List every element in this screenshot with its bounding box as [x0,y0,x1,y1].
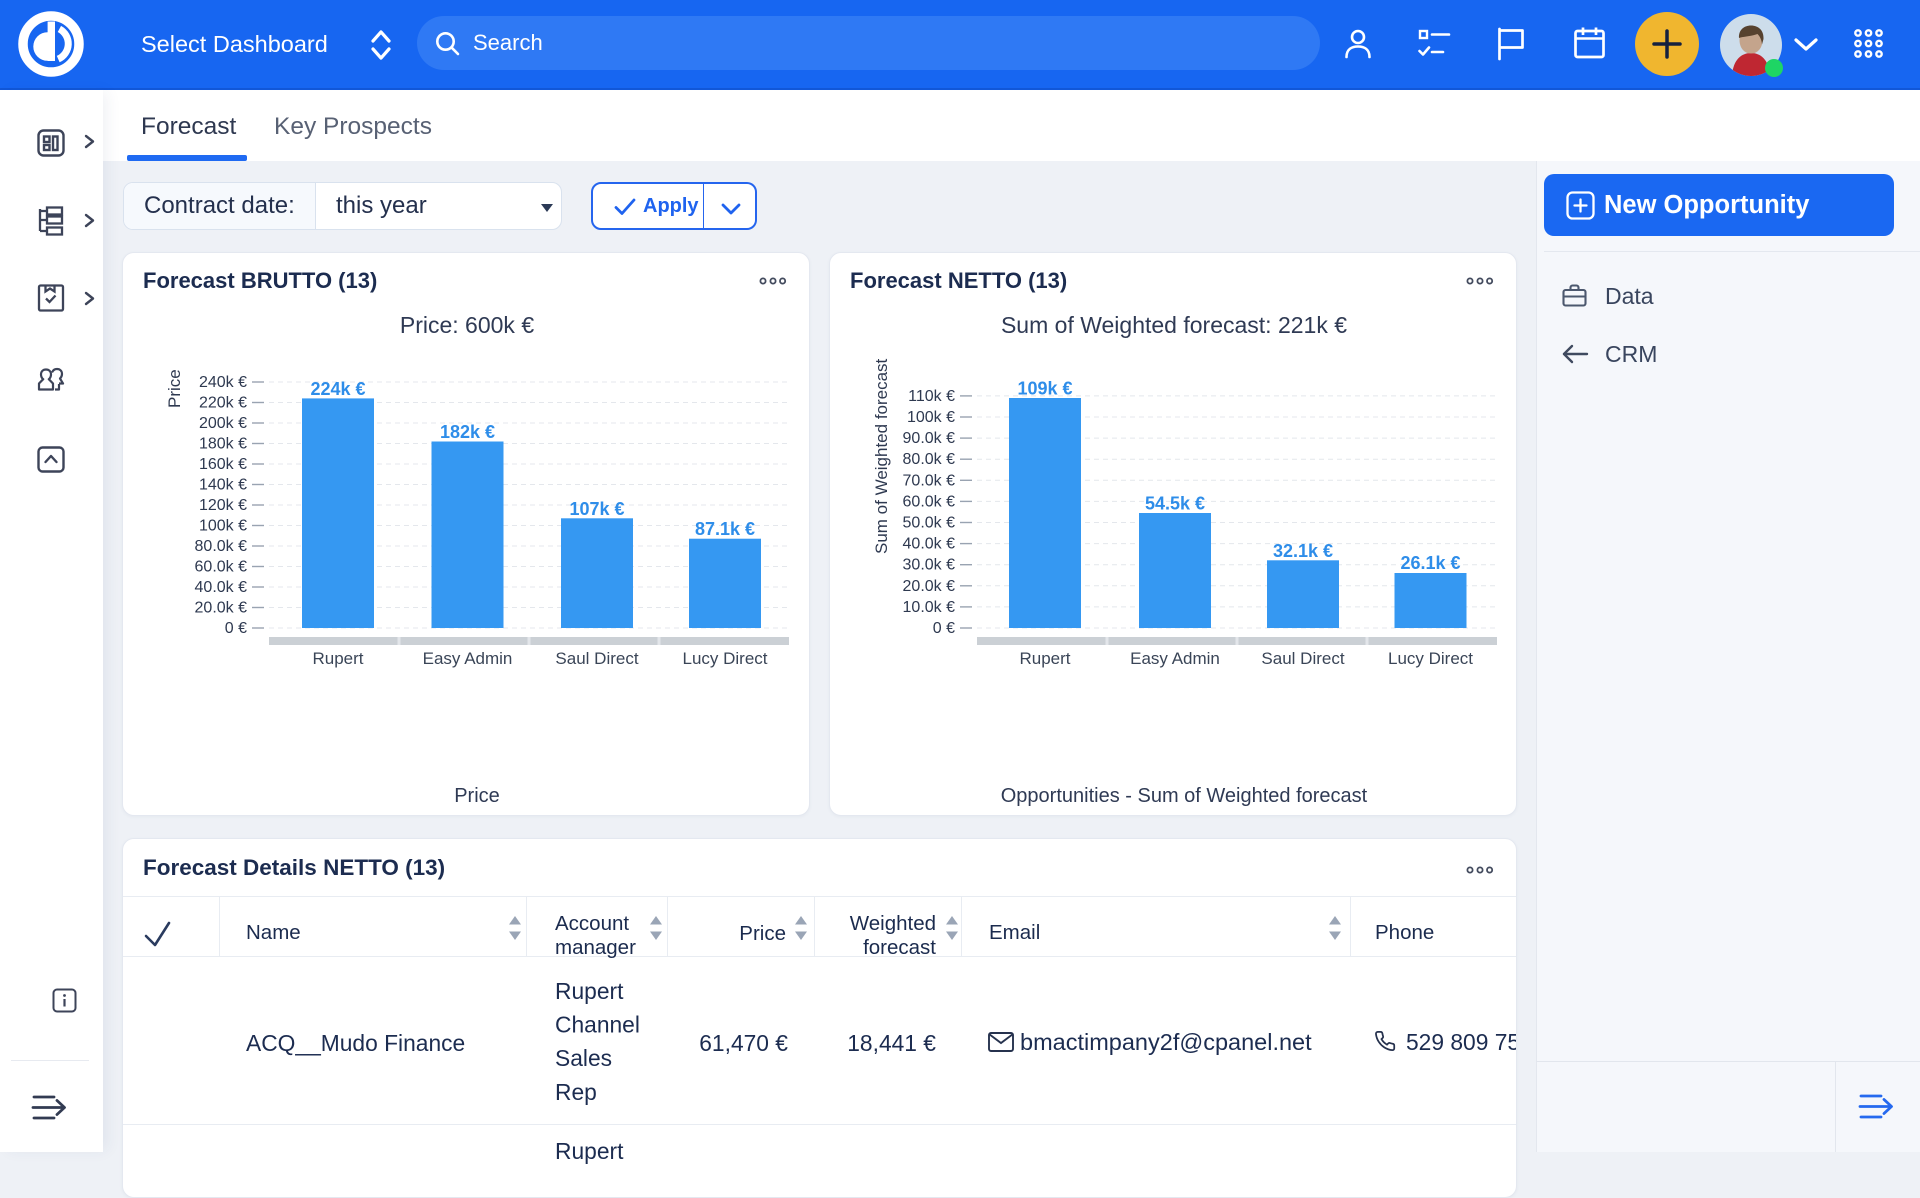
svg-text:60.0k €: 60.0k € [903,493,956,510]
svg-text:182k €: 182k € [440,422,495,442]
svg-text:18,441 €: 18,441 € [847,1030,936,1056]
svg-text:Name: Name [246,921,301,944]
svg-text:Saul Direct: Saul Direct [555,649,638,668]
svg-text:32.1k €: 32.1k € [1273,541,1333,561]
svg-text:10.0k €: 10.0k € [903,599,956,616]
svg-text:160k €: 160k € [199,456,247,473]
svg-text:50.0k €: 50.0k € [903,515,956,532]
svg-text:529 809 757 33: 529 809 757 33 [1406,1029,1516,1055]
svg-text:Lucy Direct: Lucy Direct [1388,649,1473,668]
svg-text:Rupert: Rupert [555,978,624,1004]
svg-text:Forecast Details NETTO (13): Forecast Details NETTO (13) [143,855,445,880]
svg-text:Price: Price [165,369,184,408]
svg-text:20.0k €: 20.0k € [195,600,248,617]
svg-text:220k €: 220k € [199,395,247,412]
svg-text:Easy Admin: Easy Admin [1130,649,1220,668]
svg-text:Rupert: Rupert [555,1138,624,1164]
svg-text:87.1k €: 87.1k € [695,519,755,539]
svg-text:224k €: 224k € [310,379,365,399]
svg-text:200k €: 200k € [199,415,247,432]
svg-text:Saul Direct: Saul Direct [1261,649,1344,668]
svg-text:Rep: Rep [555,1079,597,1105]
svg-text:30.0k €: 30.0k € [903,557,956,574]
svg-text:26.1k €: 26.1k € [1400,553,1460,573]
svg-text:40.0k €: 40.0k € [195,579,248,596]
svg-text:forecast: forecast [863,936,936,959]
svg-text:Email: Email [989,921,1040,944]
svg-text:Price: 600k €: Price: 600k € [400,312,534,338]
svg-text:80.0k €: 80.0k € [903,451,956,468]
svg-text:Rupert: Rupert [312,649,363,668]
svg-text:Sum of Weighted forecast: 221k: Sum of Weighted forecast: 221k € [1001,312,1347,338]
svg-text:109k €: 109k € [1017,379,1072,399]
svg-text:Forecast NETTO (13): Forecast NETTO (13) [850,268,1067,293]
svg-text:bmactimpany2f@cpanel.net: bmactimpany2f@cpanel.net [1020,1029,1312,1055]
svg-text:100k €: 100k € [199,518,247,535]
svg-text:Weighted: Weighted [850,912,936,935]
svg-text:Channel: Channel [555,1012,640,1038]
svg-text:manager: manager [555,936,636,959]
svg-text:140k €: 140k € [199,477,247,494]
svg-text:Forecast BRUTTO (13): Forecast BRUTTO (13) [143,268,377,293]
svg-text:Price: Price [739,922,786,945]
svg-text:ACQ__Mudo Finance: ACQ__Mudo Finance [246,1030,465,1056]
svg-text:61,470 €: 61,470 € [699,1030,788,1056]
svg-text:20.0k €: 20.0k € [903,578,956,595]
svg-text:Sales: Sales [555,1045,612,1071]
svg-text:Rupert: Rupert [1019,649,1070,668]
svg-text:Phone: Phone [1375,921,1434,944]
svg-text:80.0k €: 80.0k € [195,538,248,555]
svg-text:Sum of Weighted forecast: Sum of Weighted forecast [872,358,891,554]
svg-text:Easy Admin: Easy Admin [423,649,513,668]
svg-text:40.0k €: 40.0k € [903,536,956,553]
svg-text:60.0k €: 60.0k € [195,559,248,576]
svg-text:54.5k €: 54.5k € [1145,494,1205,514]
svg-text:Account: Account [555,912,629,935]
svg-text:100k €: 100k € [907,409,955,426]
svg-text:Lucy Direct: Lucy Direct [682,649,767,668]
svg-text:0 €: 0 € [225,620,247,637]
svg-text:110k €: 110k € [908,388,955,405]
svg-text:90.0k €: 90.0k € [903,430,956,447]
svg-text:120k €: 120k € [199,497,247,514]
svg-text:Price: Price [454,785,500,807]
svg-text:240k €: 240k € [199,374,247,391]
svg-text:70.0k €: 70.0k € [903,472,956,489]
svg-text:180k €: 180k € [199,436,247,453]
svg-text:0 €: 0 € [933,620,955,637]
svg-text:107k €: 107k € [569,499,624,519]
svg-text:Opportunities - Sum of Weighte: Opportunities - Sum of Weighted forecast [1001,785,1368,807]
